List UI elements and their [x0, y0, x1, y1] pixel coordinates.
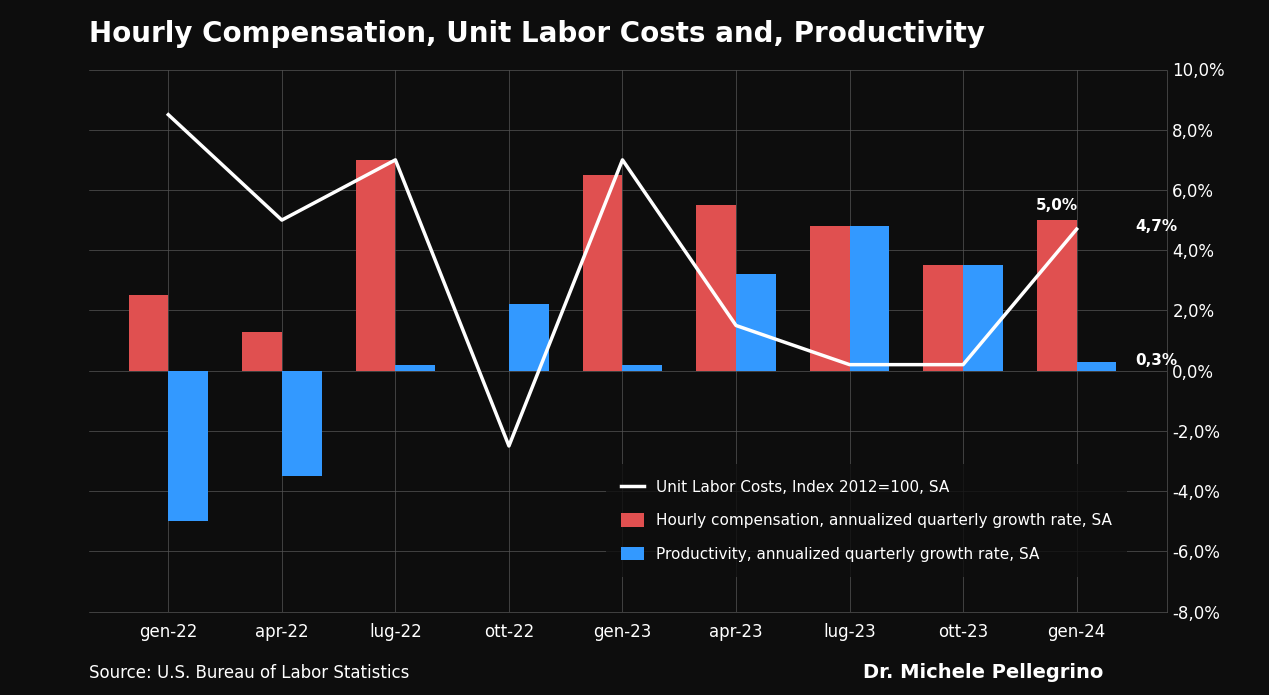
Bar	[1037, 220, 1076, 370]
Bar	[810, 226, 849, 370]
Unit Labor Costs, Index 2012=100, SA	[1068, 225, 1084, 234]
Text: Dr. Michele Pellegrino: Dr. Michele Pellegrino	[863, 662, 1103, 682]
Bar	[582, 175, 623, 370]
Bar	[697, 205, 736, 370]
Bar	[849, 226, 890, 370]
Unit Labor Costs, Index 2012=100, SA	[615, 156, 631, 164]
Bar	[1076, 361, 1117, 370]
Unit Labor Costs, Index 2012=100, SA	[274, 216, 289, 224]
Bar	[282, 370, 321, 476]
Line: Unit Labor Costs, Index 2012=100, SA: Unit Labor Costs, Index 2012=100, SA	[169, 115, 1076, 446]
Bar	[396, 365, 435, 370]
Bar	[963, 265, 1003, 370]
Text: Source: U.S. Bureau of Labor Statistics: Source: U.S. Bureau of Labor Statistics	[89, 664, 409, 682]
Text: 0,3%: 0,3%	[1136, 352, 1178, 368]
Unit Labor Costs, Index 2012=100, SA	[841, 361, 857, 369]
Bar	[736, 275, 775, 370]
Unit Labor Costs, Index 2012=100, SA	[161, 111, 176, 119]
Bar	[242, 332, 282, 370]
Legend: Unit Labor Costs, Index 2012=100, SA, Hourly compensation, annualized quarterly : Unit Labor Costs, Index 2012=100, SA, Ho…	[605, 464, 1127, 577]
Bar	[509, 304, 548, 370]
Unit Labor Costs, Index 2012=100, SA	[728, 321, 744, 329]
Bar	[128, 295, 169, 370]
Bar	[355, 160, 396, 370]
Text: 5,0%: 5,0%	[1036, 197, 1077, 213]
Bar	[169, 370, 208, 521]
Unit Labor Costs, Index 2012=100, SA	[956, 361, 971, 369]
Bar	[623, 365, 662, 370]
Bar	[924, 265, 963, 370]
Text: Hourly Compensation, Unit Labor Costs and, Productivity: Hourly Compensation, Unit Labor Costs an…	[89, 19, 985, 48]
Unit Labor Costs, Index 2012=100, SA	[501, 442, 516, 450]
Unit Labor Costs, Index 2012=100, SA	[388, 156, 404, 164]
Text: 4,7%: 4,7%	[1136, 219, 1178, 234]
